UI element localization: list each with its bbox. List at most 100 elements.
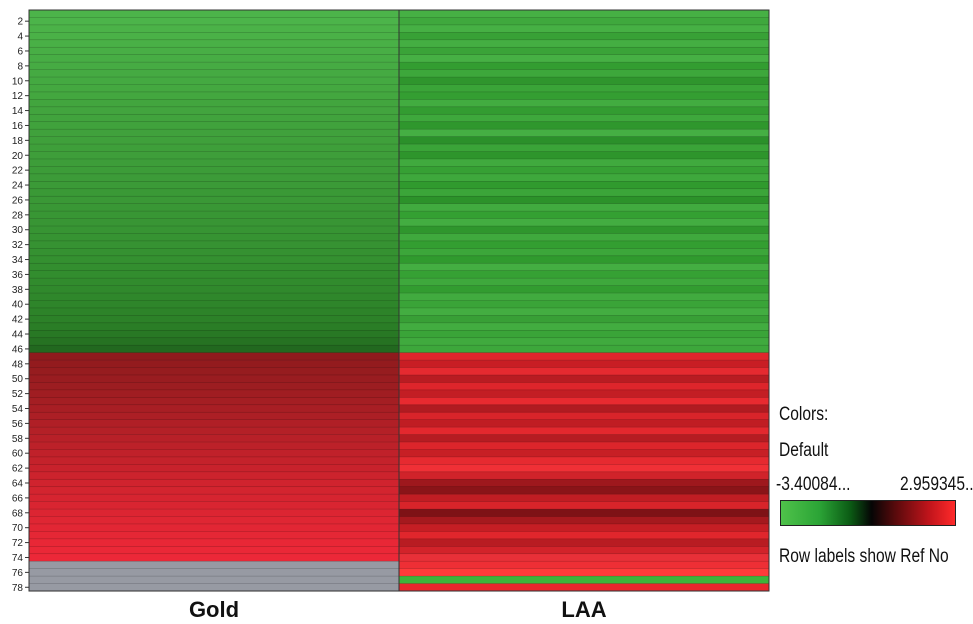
gold-cell-55 [28,411,400,421]
laa-cell-44 [398,329,770,339]
row-tick-64: 64 [12,478,24,489]
legend-note: Row labels show Ref No [779,546,949,567]
gold-cell-32 [28,240,400,249]
gold-cell-41 [28,307,400,316]
gold-cell-17 [28,128,400,138]
gold-cell-76 [28,568,400,577]
row-tick-68: 68 [12,508,24,519]
laa-cell-14 [398,106,770,115]
gold-cell-12 [28,91,400,100]
gold-cell-45 [28,337,400,346]
gold-cell-19 [28,143,400,153]
gold-cell-14 [28,106,400,115]
gold-cell-27 [28,203,400,212]
row-tick-40: 40 [12,300,24,311]
row-tick-8: 8 [17,61,23,72]
gold-cell-1 [28,9,400,19]
laa-cell-66 [398,493,770,503]
row-tick-24: 24 [12,181,24,192]
laa-cell-55 [398,411,770,421]
laa-cell-72 [398,538,770,547]
laa-cell-45 [398,337,770,346]
gold-cell-74 [28,553,400,562]
gold-cell-38 [28,285,400,294]
gold-cell-73 [28,546,400,555]
laa-cell-77 [398,575,770,585]
row-tick-48: 48 [12,359,24,370]
laa-cell-23 [398,173,770,182]
laa-cell-37 [398,277,770,287]
row-tick-78: 78 [12,583,24,594]
gold-cell-4 [28,32,400,41]
gold-cell-65 [28,486,400,495]
row-tick-20: 20 [12,151,24,162]
heatmap-cells [28,9,770,592]
gold-cell-5 [28,39,400,48]
laa-cell-73 [398,546,770,555]
row-tick-26: 26 [12,195,24,206]
gold-cell-10 [28,76,400,86]
gold-cell-28 [28,210,400,220]
row-tick-44: 44 [12,330,24,341]
laa-cell-63 [398,471,770,480]
laa-cell-43 [398,322,770,331]
laa-cell-53 [398,397,770,406]
gold-cell-36 [28,270,400,279]
gold-cell-34 [28,255,400,264]
legend-color-bar [780,500,956,526]
laa-cell-4 [398,32,770,41]
laa-cell-78 [398,583,770,592]
laa-cell-68 [398,508,770,518]
laa-cell-33 [398,248,770,257]
row-tick-66: 66 [12,493,24,504]
gold-cell-33 [28,248,400,257]
laa-cell-6 [398,46,770,56]
gold-cell-60 [28,449,400,458]
row-tick-38: 38 [12,285,24,296]
laa-cell-10 [398,76,770,86]
row-tick-22: 22 [12,166,24,177]
row-tick-34: 34 [12,255,24,266]
gold-cell-6 [28,46,400,56]
laa-cell-74 [398,553,770,562]
row-tick-16: 16 [12,121,24,132]
gold-cell-26 [28,195,400,205]
laa-cell-26 [398,195,770,205]
laa-cell-32 [398,240,770,249]
gold-cell-61 [28,456,400,465]
gold-cell-44 [28,329,400,339]
row-tick-labels: 2468101214161820222426283032343638404244… [12,17,29,594]
gold-cell-51 [28,382,400,391]
row-tick-54: 54 [12,404,24,415]
laa-cell-38 [398,285,770,294]
row-tick-32: 32 [12,240,24,251]
gold-cell-21 [28,158,400,168]
laa-cell-5 [398,39,770,48]
row-tick-56: 56 [12,419,24,430]
laa-cell-22 [398,166,770,175]
laa-cell-24 [398,181,770,190]
gold-cell-66 [28,493,400,503]
gold-cell-24 [28,181,400,190]
gold-cell-62 [28,464,400,473]
laa-cell-28 [398,210,770,220]
gold-cell-48 [28,359,400,369]
row-tick-36: 36 [12,270,24,281]
gold-cell-46 [28,344,400,354]
row-tick-72: 72 [12,538,24,549]
gold-cell-7 [28,54,400,63]
row-tick-46: 46 [12,344,24,355]
gold-cell-63 [28,471,400,480]
gold-cell-39 [28,292,400,302]
laa-cell-3 [398,24,770,33]
gold-cell-64 [28,478,400,488]
row-tick-4: 4 [17,32,23,43]
gold-cell-23 [28,173,400,182]
laa-cell-19 [398,143,770,153]
gold-cell-59 [28,441,400,451]
gold-cell-77 [28,575,400,585]
laa-cell-11 [398,84,770,93]
gold-cell-35 [28,262,400,272]
row-tick-62: 62 [12,464,24,475]
